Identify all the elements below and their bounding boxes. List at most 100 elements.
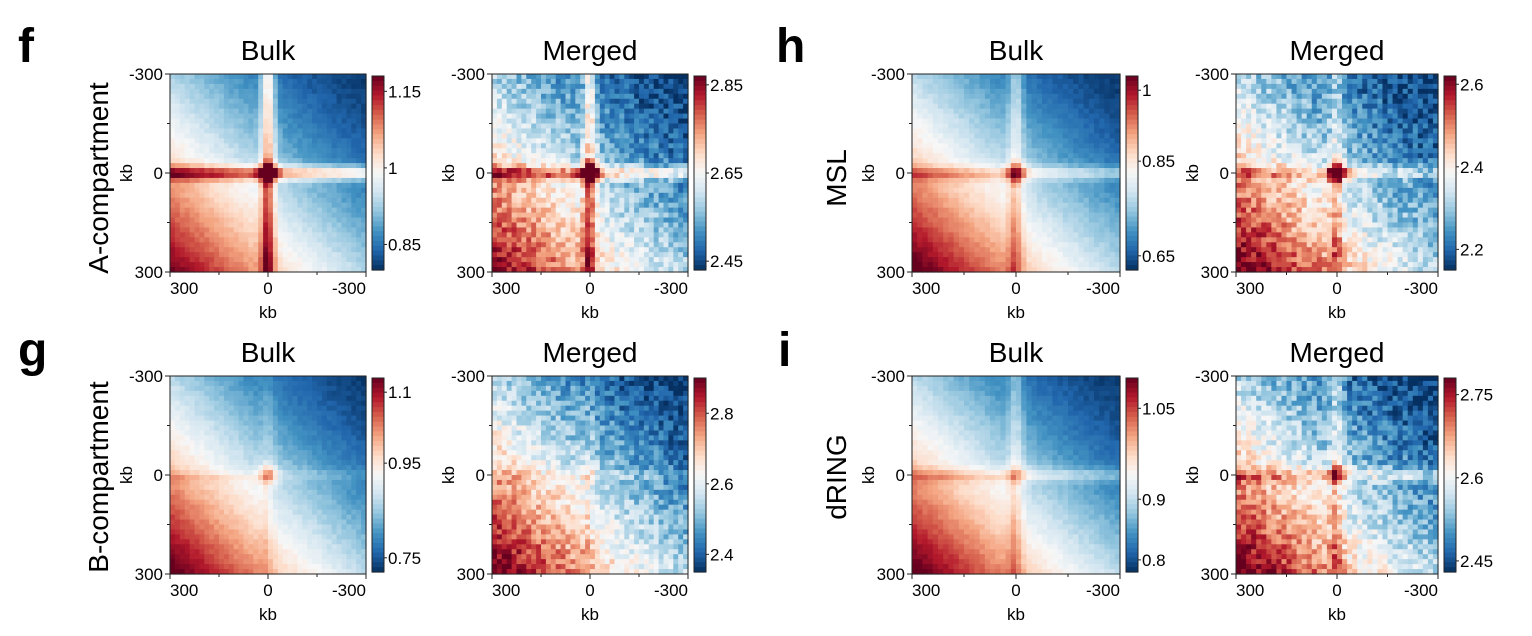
heatmap-cell	[560, 257, 567, 263]
heatmap-cell	[361, 450, 367, 456]
heatmap-cell	[243, 504, 249, 511]
heatmap-cell	[194, 410, 200, 417]
heatmap-cell	[179, 376, 186, 382]
heatmap-cell	[541, 222, 547, 229]
heatmap-cell	[668, 262, 674, 268]
heatmap-cell	[658, 113, 665, 120]
heatmap-cell	[223, 158, 230, 164]
heatmap-cell	[531, 103, 537, 110]
heatmap-cell	[341, 519, 347, 526]
heatmap-cell	[258, 465, 264, 471]
heatmap-cell	[204, 133, 210, 139]
heatmap-cell	[243, 113, 249, 120]
heatmap-cell	[663, 227, 669, 233]
heatmap-cell	[179, 177, 186, 184]
heatmap-cell	[668, 197, 674, 204]
heatmap-cell	[219, 192, 225, 199]
heatmap-cell	[253, 514, 259, 521]
heatmap-cell	[287, 192, 294, 199]
heatmap-cell	[555, 78, 562, 85]
heatmap-cell	[223, 262, 230, 268]
heatmap-cell	[214, 192, 220, 199]
heatmap-cell	[287, 207, 294, 214]
heatmap-cell	[321, 98, 328, 105]
heatmap-cell	[361, 380, 367, 387]
heatmap-cell	[209, 212, 215, 219]
heatmap-cell	[336, 559, 343, 565]
heatmap-cell	[243, 425, 249, 432]
heatmap-cell	[263, 509, 269, 516]
heatmap-cell	[619, 133, 625, 139]
heatmap-cell	[199, 509, 205, 516]
heatmap-cell	[272, 88, 279, 95]
heatmap-cell	[634, 158, 640, 164]
heatmap-cell	[356, 83, 362, 90]
heatmap-cell	[643, 78, 650, 85]
heatmap-cell	[678, 138, 684, 144]
heatmap-cell	[184, 232, 191, 238]
heatmap-cell	[297, 470, 303, 476]
heatmap-cell	[331, 197, 338, 204]
heatmap-cell	[356, 74, 362, 80]
heatmap-cell	[317, 489, 323, 496]
heatmap-cell	[599, 143, 606, 149]
heatmap-cell	[219, 197, 225, 204]
heatmap-cell	[204, 494, 210, 501]
heatmap-cell	[189, 569, 196, 575]
panel-letter-h: h	[776, 20, 805, 73]
heatmap-cell	[204, 103, 210, 110]
heatmap-cell	[312, 182, 318, 189]
heatmap-cell	[189, 153, 196, 159]
heatmap-cell	[238, 385, 245, 392]
heatmap-cell	[292, 202, 298, 209]
heatmap-cell	[312, 385, 318, 392]
heatmap-cell	[263, 376, 269, 382]
heatmap-cell	[204, 499, 210, 506]
heatmap-cell	[253, 103, 259, 110]
heatmap-cell	[361, 227, 367, 233]
heatmap-cell	[653, 247, 660, 253]
heatmap-cell	[336, 212, 343, 219]
heatmap-cell	[336, 475, 343, 481]
heatmap-cell	[550, 177, 557, 184]
heatmap-cell	[336, 93, 343, 100]
heatmap-cell	[516, 108, 522, 115]
heatmap-cell	[336, 455, 343, 461]
heatmap-cell	[253, 217, 259, 224]
heatmap-cell	[541, 118, 547, 125]
heatmap-cell	[356, 494, 362, 501]
heatmap-cell	[351, 148, 357, 154]
heatmap-cell	[356, 475, 362, 481]
heatmap-cell	[648, 113, 655, 120]
heatmap-cell	[209, 395, 215, 402]
heatmap-cell	[277, 529, 284, 535]
heatmap-cell	[541, 78, 547, 85]
heatmap-cell	[312, 88, 318, 95]
heatmap-cell	[258, 479, 264, 486]
heatmap-cell	[282, 479, 289, 486]
colorbar-segment	[372, 479, 384, 486]
heatmap-cell	[258, 222, 264, 229]
heatmap-cell	[629, 128, 635, 134]
heatmap-cell	[658, 177, 665, 184]
heatmap-cell	[653, 173, 660, 179]
heatmap-cell	[219, 138, 225, 144]
heatmap-cell	[501, 247, 508, 253]
colorbar-segment	[372, 402, 384, 408]
heatmap-cell	[248, 88, 254, 95]
heatmap-cell	[184, 376, 191, 382]
heatmap-cell	[590, 78, 596, 85]
heatmap-cell	[189, 163, 196, 169]
heatmap-cell	[174, 499, 181, 506]
heatmap-cell	[258, 163, 264, 169]
heatmap-cell	[526, 153, 532, 159]
heatmap-cell	[189, 98, 196, 105]
colorbar-segment	[372, 158, 384, 164]
heatmap-cell	[663, 217, 669, 224]
heatmap-cell	[356, 267, 362, 273]
heatmap-cell	[361, 390, 367, 397]
heatmap-cell	[170, 425, 176, 432]
heatmap-cell	[214, 177, 220, 184]
heatmap-cell	[312, 534, 318, 540]
heatmap-cell	[214, 222, 220, 229]
